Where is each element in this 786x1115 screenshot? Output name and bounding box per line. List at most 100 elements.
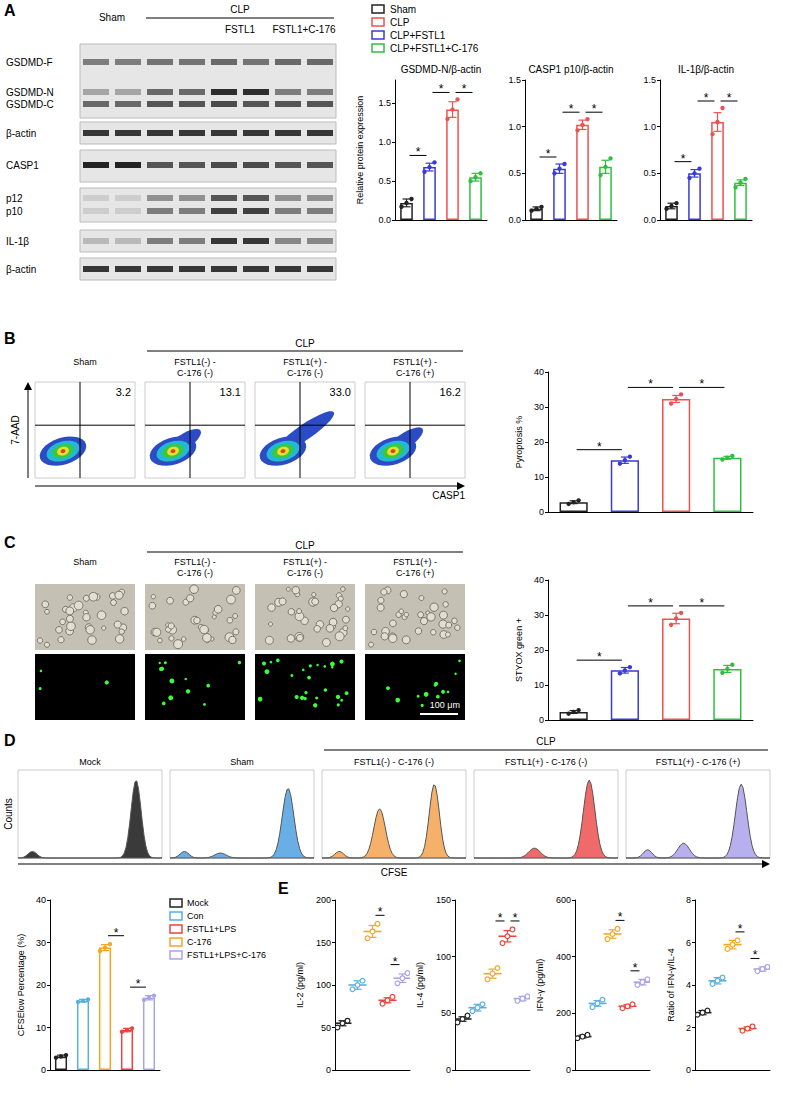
svg-text:1.5: 1.5 — [378, 98, 391, 108]
svg-text:*: * — [462, 82, 467, 96]
svg-text:IL-1β/β-actin: IL-1β/β-actin — [678, 64, 734, 75]
svg-text:100: 100 — [436, 952, 451, 962]
svg-text:*: * — [681, 152, 686, 166]
svg-text:20: 20 — [36, 980, 46, 990]
svg-text:10: 10 — [534, 472, 544, 482]
svg-text:Sham: Sham — [99, 12, 125, 23]
svg-text:*: * — [704, 91, 709, 105]
svg-text:150: 150 — [316, 938, 331, 948]
svg-text:*: * — [753, 948, 758, 962]
svg-text:CASP1: CASP1 — [432, 490, 465, 501]
svg-text:*: * — [597, 650, 602, 664]
svg-text:p10: p10 — [6, 206, 23, 217]
svg-text:40: 40 — [534, 367, 544, 377]
svg-text:Mock: Mock — [79, 757, 101, 767]
svg-text:*: * — [136, 977, 141, 991]
svg-text:IFN-γ (pg/ml): IFN-γ (pg/ml) — [535, 959, 545, 1012]
svg-text:400: 400 — [556, 952, 571, 962]
svg-text:GSDMD-C: GSDMD-C — [6, 99, 54, 110]
svg-text:Sham: Sham — [73, 357, 97, 367]
svg-text:*: * — [633, 961, 638, 975]
svg-text:*: * — [393, 955, 398, 969]
svg-text:IL-1β: IL-1β — [6, 236, 29, 247]
svg-text:E: E — [278, 880, 289, 897]
svg-text:D: D — [4, 732, 16, 749]
svg-text:Pyroptosis %: Pyroptosis % — [514, 416, 524, 469]
svg-text:CASP1 p10/β-actin: CASP1 p10/β-actin — [528, 64, 613, 75]
svg-text:16.2: 16.2 — [440, 386, 461, 398]
svg-text:20: 20 — [534, 645, 544, 655]
svg-text:FSTL1+LPS+C-176: FSTL1+LPS+C-176 — [187, 950, 266, 960]
svg-text:*: * — [597, 440, 602, 454]
svg-text:β-actin: β-actin — [6, 264, 36, 275]
svg-text:IL-2 (pg/ml): IL-2 (pg/ml) — [295, 962, 305, 1008]
svg-text:*: * — [114, 926, 119, 940]
svg-text:FSTL1(+) -: FSTL1(+) - — [393, 357, 437, 367]
svg-text:3.2: 3.2 — [116, 386, 131, 398]
svg-text:Sham: Sham — [230, 757, 254, 767]
svg-text:0.5: 0.5 — [643, 168, 656, 178]
svg-text:*: * — [546, 147, 551, 161]
svg-text:*: * — [618, 910, 623, 924]
svg-text:150: 150 — [436, 895, 451, 905]
svg-text:*: * — [648, 377, 653, 391]
svg-text:8: 8 — [686, 895, 691, 905]
svg-text:C-176 (+): C-176 (+) — [396, 568, 434, 578]
svg-text:p12: p12 — [6, 193, 23, 204]
svg-text:0: 0 — [539, 507, 544, 517]
svg-text:*: * — [699, 596, 704, 610]
svg-text:1.0: 1.0 — [508, 122, 521, 132]
svg-text:0.0: 0.0 — [378, 215, 391, 225]
svg-text:Ratio of IFN-γ/IL-4: Ratio of IFN-γ/IL-4 — [666, 948, 676, 1022]
svg-text:*: * — [439, 82, 444, 96]
svg-text:C-176 (-): C-176 (-) — [177, 368, 213, 378]
svg-text:FSTL1(-) -: FSTL1(-) - — [174, 557, 216, 567]
svg-text:*: * — [648, 596, 653, 610]
svg-text:0.5: 0.5 — [378, 176, 391, 186]
svg-text:33.0: 33.0 — [330, 386, 351, 398]
svg-text:100 μm: 100 μm — [430, 700, 460, 710]
svg-text:C: C — [4, 534, 16, 551]
svg-text:GSDMD-N: GSDMD-N — [6, 87, 54, 98]
svg-text:FSTL1(-) - C-176 (-): FSTL1(-) - C-176 (-) — [354, 757, 434, 767]
svg-text:FSTL1(+) - C-176 (-): FSTL1(+) - C-176 (-) — [505, 757, 587, 767]
svg-text:Con: Con — [187, 911, 204, 921]
svg-text:200: 200 — [556, 1008, 571, 1018]
svg-text:0.0: 0.0 — [508, 215, 521, 225]
svg-text:A: A — [4, 2, 16, 19]
svg-text:1.5: 1.5 — [508, 75, 521, 85]
svg-text:*: * — [569, 102, 574, 116]
svg-text:STYOX green +: STYOX green + — [514, 618, 524, 682]
svg-text:100: 100 — [316, 980, 331, 990]
svg-text:13.1: 13.1 — [220, 386, 241, 398]
svg-text:GSDMD-N/β-actin: GSDMD-N/β-actin — [401, 64, 482, 75]
svg-text:CLP: CLP — [536, 736, 556, 747]
svg-text:β-actin: β-actin — [6, 128, 36, 139]
svg-text:10: 10 — [36, 1023, 46, 1033]
svg-text:CLP+FSTL1+C-176: CLP+FSTL1+C-176 — [390, 43, 479, 54]
svg-text:*: * — [738, 922, 743, 936]
svg-text:200: 200 — [316, 895, 331, 905]
svg-text:FSTL1(+) - C-176 (+): FSTL1(+) - C-176 (+) — [656, 757, 741, 767]
svg-text:50: 50 — [321, 1023, 331, 1033]
svg-text:C-176: C-176 — [187, 937, 212, 947]
svg-text:IL-4 (pg/ml): IL-4 (pg/ml) — [415, 962, 425, 1008]
svg-text:FSTL1(+) -: FSTL1(+) - — [283, 557, 327, 567]
svg-text:30: 30 — [534, 610, 544, 620]
svg-text:40: 40 — [36, 895, 46, 905]
svg-text:C-176 (+): C-176 (+) — [396, 368, 434, 378]
svg-text:50: 50 — [441, 1008, 451, 1018]
svg-text:30: 30 — [534, 402, 544, 412]
svg-text:4: 4 — [686, 980, 691, 990]
svg-text:CLP: CLP — [390, 17, 410, 28]
svg-text:*: * — [416, 145, 421, 159]
svg-text:*: * — [727, 91, 732, 105]
svg-text:0.5: 0.5 — [508, 168, 521, 178]
svg-text:1.5: 1.5 — [643, 75, 656, 85]
svg-text:Sham: Sham — [390, 4, 416, 15]
svg-text:CFSE: CFSE — [381, 867, 408, 878]
svg-text:CLP: CLP — [295, 338, 315, 349]
svg-text:6: 6 — [686, 938, 691, 948]
svg-text:FSTL1+C-176: FSTL1+C-176 — [272, 24, 336, 35]
svg-text:CASP1: CASP1 — [6, 160, 39, 171]
